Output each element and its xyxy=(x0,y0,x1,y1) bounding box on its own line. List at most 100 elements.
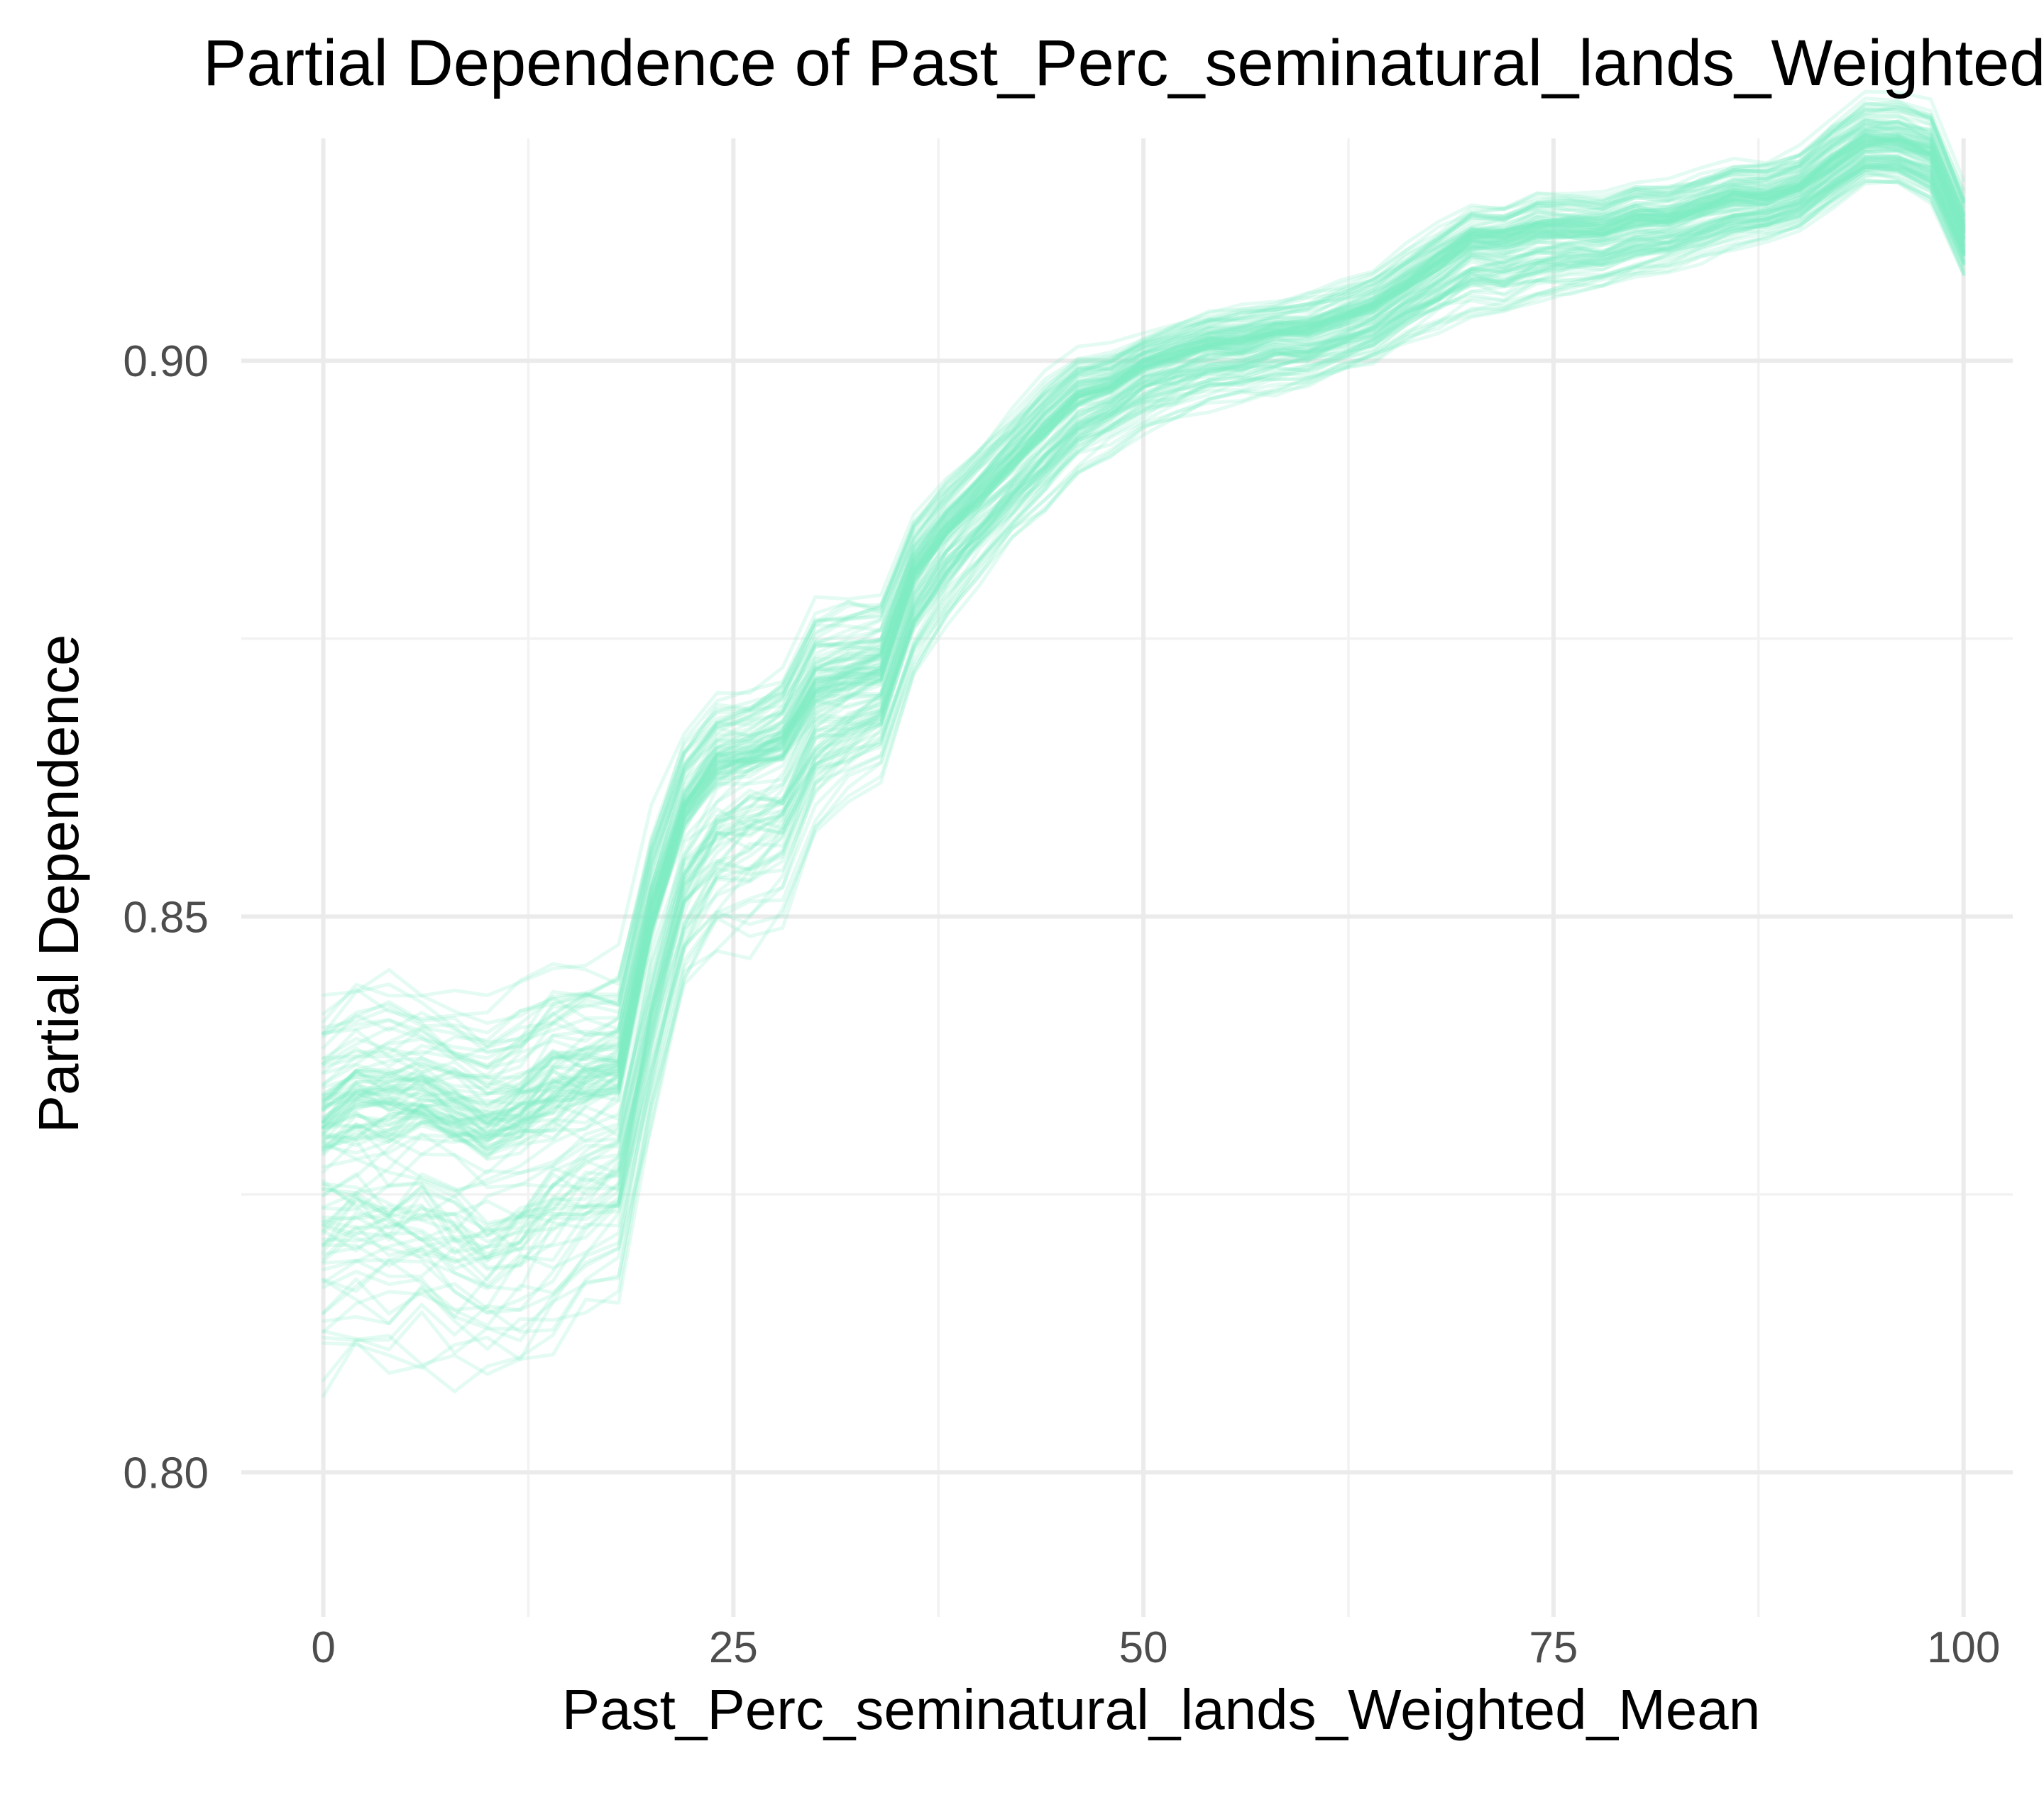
ice-curve xyxy=(322,156,1966,1246)
ice-curve xyxy=(322,180,1966,1371)
ice-curve xyxy=(322,133,1966,1142)
ice-curve xyxy=(322,160,1966,1265)
ice-curve xyxy=(322,157,1966,1234)
ice-curve xyxy=(322,154,1966,1228)
ice-curve xyxy=(322,133,1966,1129)
y-axis-title: Partial Dependence xyxy=(27,635,90,1133)
ice-curve xyxy=(322,163,1966,1319)
ice-curve xyxy=(322,121,1966,1124)
ice-curve xyxy=(322,162,1966,1256)
ice-curve xyxy=(322,119,1966,1074)
ice-curve xyxy=(322,155,1966,1238)
ice-curve xyxy=(322,138,1966,1130)
ice-curve xyxy=(322,97,1966,1035)
ice-curve xyxy=(322,119,1966,1060)
ice-curve xyxy=(322,177,1966,1355)
ice-curve xyxy=(322,137,1966,1136)
ice-curve xyxy=(322,138,1966,1149)
ice-curve xyxy=(322,165,1966,1291)
ice-curve xyxy=(322,132,1966,1138)
ice-curve xyxy=(322,145,1966,1155)
ice-curve xyxy=(322,150,1966,1212)
ice-curve xyxy=(322,136,1966,1153)
ice-curve xyxy=(322,179,1966,1315)
ice-curve xyxy=(322,162,1966,1282)
ice-curve xyxy=(322,160,1966,1269)
ice-curve xyxy=(322,129,1966,1101)
ice-curve xyxy=(322,125,1966,1112)
ice-curve xyxy=(322,144,1966,1148)
ice-curve xyxy=(322,169,1966,1343)
ice-curve xyxy=(322,136,1966,1161)
ice-curve xyxy=(322,164,1966,1225)
ice-curve xyxy=(322,139,1966,1122)
ice-curve xyxy=(322,99,1966,1021)
ice-curve xyxy=(322,105,1966,1060)
ice-curve xyxy=(322,165,1966,1332)
minor-gridlines-y xyxy=(241,637,2013,1196)
ice-curve xyxy=(322,158,1966,1246)
ice-curve xyxy=(322,136,1966,1129)
ice-curve xyxy=(322,133,1966,1134)
ice-curve xyxy=(322,167,1966,1254)
ice-curve xyxy=(322,137,1966,1151)
ice-curve xyxy=(322,128,1966,1135)
ice-curve xyxy=(322,138,1966,1131)
ice-curve xyxy=(322,163,1966,1223)
ice-curve xyxy=(322,158,1966,1209)
ice-curve xyxy=(322,89,1966,998)
ice-curve xyxy=(322,148,1966,1141)
y-tick-label: 0.80 xyxy=(123,1449,209,1498)
ice-curve xyxy=(322,114,1966,1049)
ice-curve xyxy=(322,148,1966,1188)
chart-title: Partial Dependence of Past_Perc_seminatu… xyxy=(203,27,2044,99)
ice-curve xyxy=(322,172,1966,1398)
x-axis-tick-labels: 0 25 50 75 100 xyxy=(311,1623,2000,1672)
ice-curve xyxy=(322,166,1966,1288)
x-tick-label: 50 xyxy=(1119,1623,1168,1672)
ice-curve xyxy=(322,133,1966,1108)
ice-curve xyxy=(322,119,1966,1126)
ice-curve xyxy=(322,155,1966,1272)
ice-curve xyxy=(322,138,1966,1142)
ice-curve xyxy=(322,136,1966,1148)
ice-curve xyxy=(322,122,1966,1086)
x-tick-label: 75 xyxy=(1529,1623,1578,1672)
minor-gridlines-x xyxy=(527,138,1760,1617)
ice-curve xyxy=(322,162,1966,1261)
ice-curve xyxy=(322,164,1966,1244)
y-axis-tick-labels: 0.80 0.85 0.90 xyxy=(123,337,209,1498)
ice-curve xyxy=(322,107,1966,1055)
ice-curves xyxy=(322,89,1966,1398)
ice-curve xyxy=(322,126,1966,1107)
ice-curve xyxy=(322,168,1966,1315)
ice-curve xyxy=(322,162,1966,1270)
ice-curve xyxy=(322,135,1966,1143)
ice-curve xyxy=(322,180,1966,1383)
ice-curve xyxy=(322,138,1966,1129)
ice-curve xyxy=(322,125,1966,1108)
ice-curve xyxy=(322,150,1966,1194)
ice-curve xyxy=(322,162,1966,1263)
ice-curve xyxy=(322,141,1966,1137)
ice-curve xyxy=(322,119,1966,1107)
ice-curve xyxy=(322,137,1966,1124)
ice-curve xyxy=(322,131,1966,1140)
ice-curve xyxy=(322,140,1966,1158)
ice-curve xyxy=(322,119,1966,1075)
ice-curve xyxy=(322,165,1966,1312)
x-axis-title: Past_Perc_seminatural_lands_Weighted_Mea… xyxy=(562,1678,1760,1741)
ice-curve xyxy=(322,131,1966,1124)
major-gridlines-y xyxy=(241,358,2013,1475)
ice-curve xyxy=(322,121,1966,1104)
ice-curve xyxy=(322,163,1966,1236)
ice-curve xyxy=(322,159,1966,1262)
ice-curve xyxy=(322,170,1966,1334)
ice-curve xyxy=(322,112,1966,1096)
ice-curve xyxy=(322,153,1966,1260)
ice-curve xyxy=(322,129,1966,1105)
ice-curve xyxy=(322,105,1966,1070)
y-tick-label: 0.90 xyxy=(123,337,209,386)
ice-curve xyxy=(322,148,1966,1160)
